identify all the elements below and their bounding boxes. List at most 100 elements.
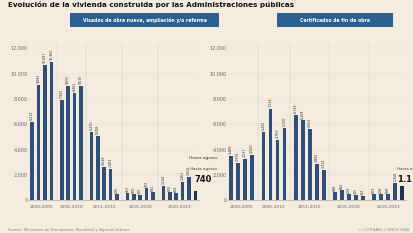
- Bar: [399, 186, 403, 200]
- Text: 5.652: 5.652: [307, 117, 311, 127]
- Text: 1.814: 1.814: [187, 166, 191, 175]
- Text: 972: 972: [144, 181, 148, 187]
- Bar: [346, 194, 350, 200]
- Bar: [115, 194, 119, 200]
- Bar: [371, 194, 375, 200]
- Text: Visados de obra nueva, ampliación y/o reforma: Visados de obra nueva, ampliación y/o re…: [83, 17, 206, 23]
- Text: 344: 344: [360, 189, 364, 195]
- Text: 2.414: 2.414: [321, 158, 325, 168]
- Bar: [339, 190, 343, 200]
- Text: 7.234: 7.234: [268, 97, 272, 107]
- Bar: [96, 136, 99, 200]
- Bar: [187, 177, 190, 200]
- Text: 3.237: 3.237: [242, 148, 247, 158]
- Bar: [193, 191, 197, 200]
- Bar: [145, 188, 148, 200]
- Text: 10.900: 10.900: [50, 49, 53, 60]
- Text: 6.308: 6.308: [300, 109, 304, 119]
- Bar: [50, 62, 53, 200]
- Bar: [66, 86, 70, 200]
- Text: 7.945: 7.945: [59, 88, 64, 98]
- Bar: [353, 195, 357, 200]
- Bar: [138, 195, 142, 200]
- Bar: [250, 155, 254, 200]
- Text: 9.055: 9.055: [66, 74, 70, 84]
- Text: Evolución de la vivienda construida por las Administraciones públicas: Evolución de la vivienda construida por …: [8, 1, 294, 8]
- Bar: [378, 194, 382, 200]
- Text: Hasta agosto: Hasta agosto: [189, 168, 216, 171]
- Text: 8.461: 8.461: [72, 82, 76, 91]
- Bar: [168, 192, 171, 200]
- Bar: [132, 194, 135, 200]
- Text: Hasta agosto: Hasta agosto: [188, 156, 217, 160]
- Bar: [293, 115, 297, 200]
- Text: 500: 500: [131, 187, 135, 193]
- Text: 2.483: 2.483: [108, 158, 112, 167]
- Bar: [180, 182, 184, 200]
- Bar: [229, 156, 233, 200]
- Bar: [314, 164, 318, 200]
- Text: 9.015: 9.015: [79, 75, 83, 84]
- Bar: [161, 186, 165, 200]
- Bar: [282, 128, 286, 200]
- Text: 528: 528: [378, 186, 382, 193]
- Bar: [43, 65, 47, 200]
- Text: 5.706: 5.706: [282, 117, 286, 126]
- Bar: [392, 183, 396, 200]
- Text: 5.098: 5.098: [95, 124, 100, 134]
- Text: 508: 508: [385, 187, 389, 193]
- Text: 3.489: 3.489: [229, 145, 233, 154]
- Text: 1.358: 1.358: [392, 172, 396, 181]
- Text: 5.415: 5.415: [261, 120, 265, 130]
- Text: Hasta agosto: Hasta agosto: [396, 168, 413, 171]
- Bar: [79, 86, 83, 200]
- Bar: [73, 93, 76, 200]
- Bar: [102, 167, 106, 200]
- Text: 670: 670: [167, 185, 171, 191]
- Bar: [30, 122, 34, 200]
- Text: 4.769: 4.769: [275, 129, 279, 138]
- Text: 681: 681: [151, 185, 155, 191]
- Text: 1.144: 1.144: [161, 175, 165, 184]
- Text: 6.749: 6.749: [293, 103, 297, 113]
- Bar: [174, 193, 178, 200]
- Bar: [385, 194, 389, 200]
- Text: 5.370: 5.370: [89, 121, 93, 130]
- Text: 2.628: 2.628: [102, 156, 106, 165]
- Text: 1.461: 1.461: [180, 171, 184, 180]
- Text: 9.082: 9.082: [36, 74, 40, 83]
- Text: 529: 529: [346, 186, 350, 193]
- Text: 405: 405: [353, 188, 357, 194]
- Text: 6.213: 6.213: [30, 110, 34, 120]
- Bar: [60, 100, 63, 200]
- Bar: [243, 159, 247, 200]
- Text: Certificados de fin de obra: Certificados de fin de obra: [300, 17, 369, 23]
- Text: 648: 648: [332, 185, 336, 191]
- Bar: [300, 120, 304, 200]
- Bar: [37, 85, 40, 200]
- Bar: [109, 169, 112, 200]
- Text: © COTINAEL / CINCO DÍAS: © COTINAEL / CINCO DÍAS: [358, 228, 409, 232]
- Text: Fuente: Ministerio de Transportes, Movilidad y Agenda Urbana: Fuente: Ministerio de Transportes, Movil…: [8, 228, 130, 232]
- Text: 740: 740: [194, 175, 211, 184]
- Text: 604: 604: [174, 185, 178, 192]
- Text: 3.560: 3.560: [249, 144, 254, 153]
- Bar: [236, 163, 240, 200]
- Bar: [125, 193, 129, 200]
- Bar: [151, 192, 154, 200]
- Text: 2.978: 2.978: [236, 151, 240, 161]
- Text: 10.687: 10.687: [43, 51, 47, 63]
- Text: 557: 557: [125, 186, 129, 192]
- Text: 503: 503: [371, 187, 375, 193]
- Bar: [268, 109, 272, 200]
- Bar: [360, 196, 364, 200]
- Bar: [307, 129, 311, 200]
- Bar: [261, 132, 265, 200]
- Bar: [275, 140, 279, 200]
- Text: 525: 525: [115, 186, 119, 193]
- Text: 400: 400: [138, 188, 142, 194]
- Text: 832: 832: [339, 182, 343, 189]
- Text: 1.114: 1.114: [396, 175, 413, 184]
- Bar: [332, 192, 336, 200]
- Bar: [321, 170, 325, 200]
